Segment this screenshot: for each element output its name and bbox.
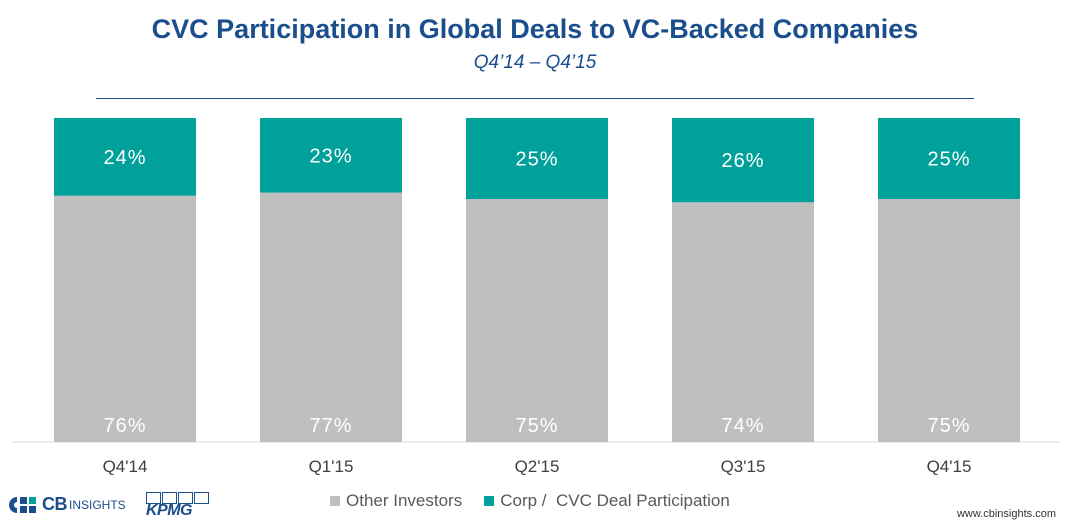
bar-other-investors	[878, 199, 1020, 442]
stacked-bar-chart: 24% 76% Q4'14 23% 77% Q1'15 25% 75% Q2'15 26% 74% Q…	[12, 118, 1060, 476]
cb-insights-mark-icon	[9, 496, 36, 513]
cb-insights-logo: CB INSIGHTS	[8, 494, 126, 515]
kpmg-logo: KPMG	[146, 492, 210, 520]
data-label-corp-cvc: 25%	[927, 149, 970, 171]
data-label-other-investors: 77%	[309, 415, 352, 437]
data-label-corp-cvc: 25%	[515, 149, 558, 171]
legend-label-other: Other Investors	[346, 491, 463, 510]
data-label-corp-cvc: 23%	[309, 145, 352, 167]
bar-other-investors	[672, 202, 814, 442]
bar-other-investors	[54, 195, 196, 442]
bar-corp-cvc	[54, 118, 196, 196]
legend-item-other: Other Investors	[330, 491, 462, 511]
cb-logo-sub-text: INSIGHTS	[69, 497, 126, 512]
legend-swatch-other	[330, 496, 340, 506]
kpmg-logo-text: KPMG	[146, 502, 193, 519]
data-label-other-investors: 76%	[103, 415, 146, 437]
chart-subtitle: Q4’14 – Q4’15	[473, 52, 597, 73]
cb-logo-main-text: CB	[42, 494, 68, 514]
chart-title: CVC Participation in Global Deals to VC-…	[151, 14, 919, 44]
bar-other-investors	[466, 199, 608, 442]
bar-corp-cvc	[260, 118, 402, 193]
legend-item-corp: Corp / CVC Deal Participation	[484, 491, 730, 511]
bar-other-investors	[260, 192, 402, 442]
legend-swatch-corp	[484, 496, 495, 506]
x-tick-label: Q4'14	[103, 457, 148, 476]
bar-corp-cvc	[466, 118, 608, 199]
data-label-other-investors: 75%	[927, 415, 970, 437]
title-divider	[96, 98, 974, 99]
chart-legend: Other Investors Corp / CVC Deal Particip…	[330, 491, 752, 511]
x-tick-label: Q3'15	[721, 457, 766, 476]
data-label-corp-cvc: 24%	[103, 147, 146, 169]
kpmg-boxes-icon	[146, 492, 210, 504]
legend-label-corp: Corp / CVC Deal Participation	[500, 491, 730, 510]
x-tick-label: Q1'15	[309, 457, 354, 476]
bar-corp-cvc	[672, 118, 814, 203]
bar-corp-cvc	[878, 118, 1020, 199]
x-tick-label: Q2'15	[515, 457, 560, 476]
x-tick-label: Q4'15	[927, 457, 972, 476]
data-label-corp-cvc: 26%	[721, 150, 764, 172]
website-url: www.cbinsights.com	[956, 508, 1056, 520]
data-label-other-investors: 74%	[721, 415, 764, 437]
data-label-other-investors: 75%	[515, 415, 558, 437]
